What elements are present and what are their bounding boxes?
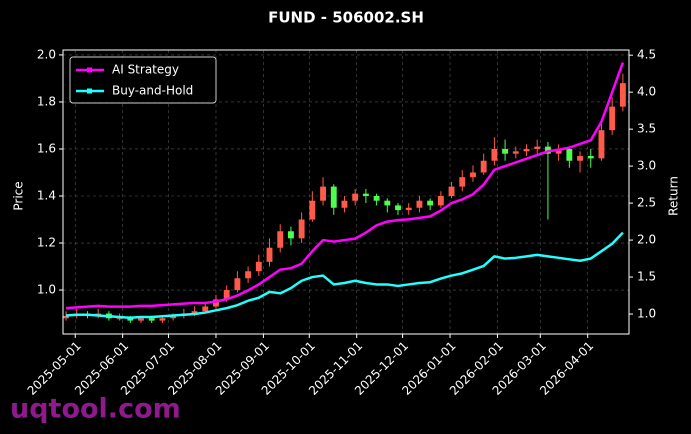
candle-body: [491, 148, 498, 161]
y2-axis-label: Return: [667, 176, 681, 216]
y2-tick-label: 3.0: [637, 159, 656, 173]
return-line: [65, 62, 625, 310]
candle-body: [191, 311, 198, 314]
legend-marker: [87, 67, 92, 73]
candle-body: [523, 148, 530, 152]
plot-frame: [62, 49, 630, 335]
return-line: [65, 231, 624, 319]
candle-body: [534, 146, 541, 149]
y2-tick-label: 3.5: [637, 122, 656, 136]
y-tick-label: 1.8: [37, 94, 56, 108]
legend-marker: [87, 88, 92, 94]
candle-body: [577, 156, 583, 161]
candle-body: [223, 290, 230, 300]
y-tick-label: 1.2: [37, 236, 56, 250]
candle-body: [116, 318, 123, 320]
candle-body: [202, 306, 209, 312]
candle-body: [309, 200, 316, 220]
candle-body: [512, 151, 519, 154]
candle-body: [362, 193, 369, 196]
candle-body: [384, 200, 391, 206]
y2-tick-label: 1.0: [637, 307, 656, 321]
candle-body: [138, 318, 144, 321]
candle-body: [609, 106, 616, 131]
candle-body: [448, 186, 455, 196]
candle-body: [416, 200, 423, 208]
y2-tick-label: 4.5: [637, 48, 656, 62]
legend-label: Buy-and-Hold: [112, 84, 193, 98]
candle-body: [298, 219, 305, 239]
candle-body: [459, 177, 466, 187]
chart-title: FUND - 506002.SH: [268, 9, 424, 27]
candle-body: [320, 186, 326, 201]
candle-body: [373, 195, 380, 201]
candle-body: [245, 271, 252, 279]
candle-body: [405, 207, 412, 211]
candle-body: [170, 315, 177, 319]
candle-body: [341, 200, 348, 208]
candle-body: [437, 195, 444, 206]
candle-body: [470, 172, 476, 178]
candle-body: [619, 83, 626, 107]
candle-body: [127, 318, 134, 321]
y2-tick-label: 2.5: [637, 196, 656, 210]
candle-body: [480, 160, 487, 173]
y-tick-label: 1.0: [37, 283, 56, 297]
candle-body: [287, 231, 294, 239]
y-tick-label: 1.6: [37, 141, 56, 155]
candle-body: [587, 156, 594, 159]
y-axis-label: Price: [12, 181, 26, 210]
y2-tick-label: 4.0: [637, 85, 656, 99]
candle-body: [255, 261, 262, 272]
candle-body: [159, 318, 166, 321]
y2-tick-label: 1.5: [637, 270, 656, 284]
candle-body: [566, 148, 573, 161]
y-tick-label: 1.4: [37, 188, 56, 202]
legend-label: AI Strategy: [112, 63, 179, 77]
candle-body: [427, 200, 434, 206]
y-tick-label: 2.0: [37, 47, 56, 61]
candle-body: [598, 130, 605, 159]
candle-body: [555, 148, 562, 154]
candle-body: [266, 247, 273, 262]
candle-body: [330, 186, 337, 208]
candle-body: [234, 278, 241, 291]
candle-body: [502, 148, 509, 154]
candle-body: [148, 318, 155, 321]
candle-body: [352, 193, 359, 201]
legend-box: [69, 56, 217, 104]
candle-body: [395, 205, 401, 211]
y2-tick-label: 2.0: [637, 233, 656, 247]
candle-body: [213, 299, 219, 307]
watermark: uqtool.com: [10, 394, 181, 425]
candle-body: [277, 231, 284, 248]
candle-body: [63, 315, 69, 319]
